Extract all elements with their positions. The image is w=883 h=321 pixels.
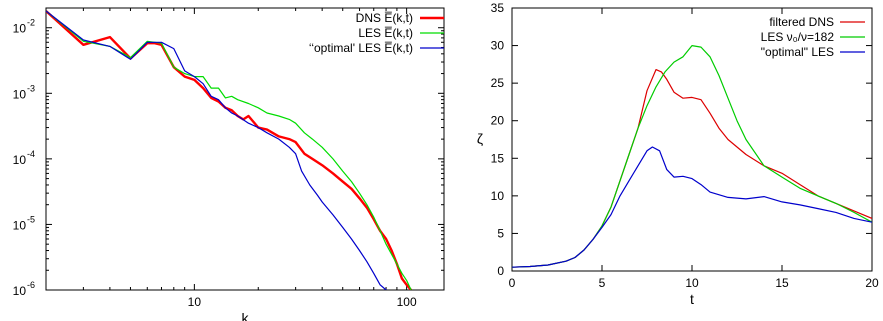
x-tick-label: 5 bbox=[599, 276, 606, 290]
x-tick-label: 15 bbox=[775, 276, 789, 290]
series-line-1 bbox=[46, 10, 412, 290]
zeta-evolution-chart: 0 5 10 15 20 0 5 10 15 20 25 30 35 t ζ filtered DNSLES … bbox=[477, 1, 879, 307]
y-tick-label: 25 bbox=[491, 76, 505, 90]
legend-label-1: LES ν₀/ν=182 bbox=[761, 30, 835, 44]
y-tick-label: 10 bbox=[13, 218, 27, 232]
series-line-2 bbox=[46, 10, 387, 290]
y-tick-exponent: -2 bbox=[27, 18, 35, 28]
series-line-1 bbox=[512, 44, 872, 268]
x-axis-label: t bbox=[690, 291, 694, 307]
y-tick-exponent: -6 bbox=[27, 280, 35, 290]
series-line-2 bbox=[512, 146, 872, 268]
x-tick-label: 10 bbox=[188, 295, 202, 309]
x-tick-label: 100 bbox=[397, 295, 417, 309]
y-tick-label: 0 bbox=[497, 264, 504, 278]
y-axis-label: ζ bbox=[477, 131, 483, 147]
y-tick-label: 10 bbox=[13, 284, 27, 298]
series-group bbox=[512, 44, 872, 268]
y-tick-label: 20 bbox=[491, 114, 505, 128]
y-tick-label: 10 bbox=[13, 87, 27, 101]
x-tick-label: 10 bbox=[685, 276, 699, 290]
legend-label-2: ‘‘optimal' LES E̅(k,t) bbox=[309, 41, 413, 55]
y-tick-label: 35 bbox=[491, 1, 505, 15]
y-tick-exponent: -5 bbox=[27, 214, 35, 224]
y-tick-label: 10 bbox=[491, 189, 505, 203]
y-tick-exponent: -4 bbox=[27, 149, 35, 159]
y-tick-label: 10 bbox=[13, 22, 27, 36]
y-tick-label: 15 bbox=[491, 151, 505, 165]
legend-label-2: "optimal" LES bbox=[761, 45, 834, 59]
y-tick-label: 10 bbox=[13, 153, 27, 167]
series-line-0 bbox=[512, 68, 872, 268]
y-tick-label: 30 bbox=[491, 39, 505, 53]
legend-label-0: DNS E̅(k,t) bbox=[356, 11, 413, 25]
x-axis-label: k bbox=[242, 310, 250, 321]
y-tick-exponent: -3 bbox=[27, 83, 35, 93]
x-tick-label: 0 bbox=[509, 276, 516, 290]
plot-frame bbox=[45, 7, 445, 291]
legend-label-1: LES E̅(k,t) bbox=[358, 26, 413, 40]
y-tick-label: 5 bbox=[497, 226, 504, 240]
series-group bbox=[46, 10, 413, 290]
legend-label-0: filtered DNS bbox=[769, 15, 834, 29]
legend: DNS E̅(k,t)LES E̅(k,t)‘‘optimal' LES E̅(… bbox=[309, 11, 444, 55]
x-tick-label: 20 bbox=[865, 276, 879, 290]
